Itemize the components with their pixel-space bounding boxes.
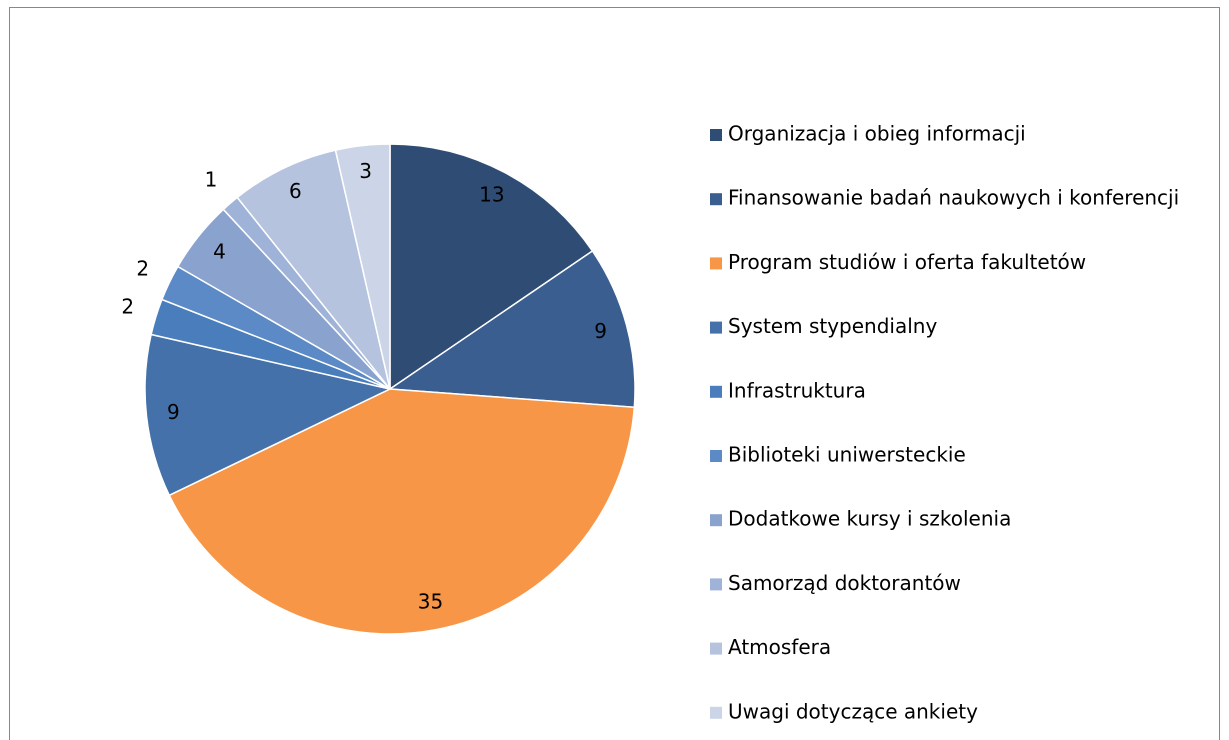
legend-label: Samorząd doktorantów [728,571,961,595]
legend-swatch [710,642,722,655]
legend-swatch [710,193,722,206]
pie-slice [168,388,636,635]
pie-slice [387,249,636,409]
data-label: 1 [205,168,218,192]
legend-label: Biblioteki uniwersteckie [728,443,966,467]
legend-swatch [710,385,722,398]
data-label: 6 [289,179,302,203]
legend-swatch [710,706,722,719]
data-label: 35 [418,590,443,614]
legend-swatch [710,129,722,141]
data-label: 9 [167,400,180,424]
legend-swatch [710,514,722,527]
legend-swatch [710,450,722,462]
data-label: 4 [213,240,226,264]
data-label: 9 [594,319,607,343]
data-label: 3 [359,159,372,183]
legend-label: Infrastruktura [728,378,866,402]
legend-label: Finansowanie badań naukowych i konferenc… [728,186,1179,210]
legend-swatch [710,578,722,591]
legend-swatch [710,321,722,334]
legend-label: System stypendialny [728,314,937,338]
data-label: 2 [121,295,134,319]
pie-slice [236,149,391,390]
legend-label: Program studiów i oferta fakultetów [728,250,1086,274]
legend-label: Dodatkowe kursy i szkolenia [728,507,1011,531]
pie-slice [389,143,594,391]
legend-label: Atmosfera [728,635,831,659]
legend-label: Organizacja i obieg informacji [728,122,1026,146]
legend-swatch [710,257,722,270]
data-label: 13 [479,183,504,207]
data-label: 2 [136,256,149,280]
pie-slice [144,333,393,497]
legend-label: Uwagi dotyczące ankiety [728,699,978,723]
pie-slice [334,143,391,390]
